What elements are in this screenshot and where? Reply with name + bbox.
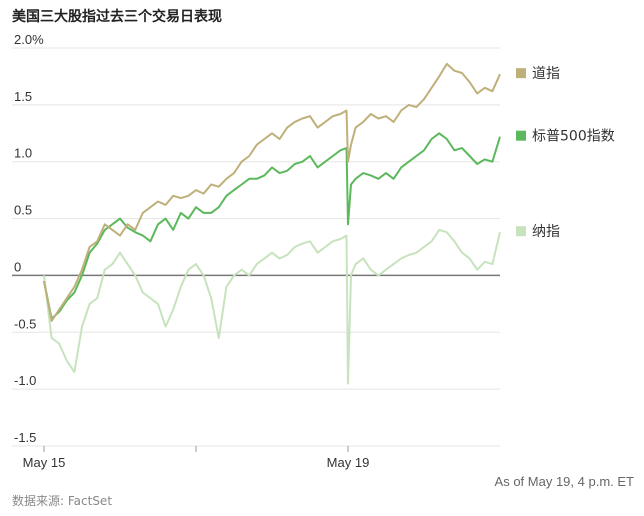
series-line-sp500: [43, 132, 501, 320]
y-tick-label: 0.5: [14, 203, 32, 218]
y-tick-label: 1.0: [14, 146, 32, 161]
y-tick-label: -1.5: [14, 430, 36, 445]
legend-swatch-sp500: [516, 130, 526, 141]
axis-layer: -1.5 -1.0 -0.5 0 0.5 1.0 1.5 2.0% May 15 May 19: [12, 32, 500, 470]
series-line-nasdaq: [43, 228, 501, 385]
legend-swatch-dow: [516, 68, 526, 79]
x-tick-label: May 15: [23, 455, 66, 470]
legend-label-nasdaq: 纳指: [532, 224, 560, 240]
source-note: 数据来源: FactSet: [12, 494, 113, 508]
y-tick-label: -0.5: [14, 316, 36, 331]
y-tick-label: 2.0%: [14, 32, 44, 47]
y-tick-label: 1.5: [14, 89, 32, 104]
y-tick-label: -1.0: [14, 373, 36, 388]
grid-layer: [12, 47, 500, 447]
legend-swatch-nasdaq: [516, 226, 526, 237]
series-layer: [43, 62, 501, 385]
x-tick-label: May 19: [327, 455, 370, 470]
legend-label-sp500: 标普500指数: [532, 129, 615, 145]
legend-label-dow: 道指: [532, 66, 560, 82]
chart-title: 美国三大股指过去三个交易日表现: [12, 9, 222, 25]
as-of-note: As of May 19, 4 p.m. ET: [494, 474, 634, 489]
series-line-dow: [43, 62, 501, 322]
y-tick-label: 0: [14, 259, 21, 274]
